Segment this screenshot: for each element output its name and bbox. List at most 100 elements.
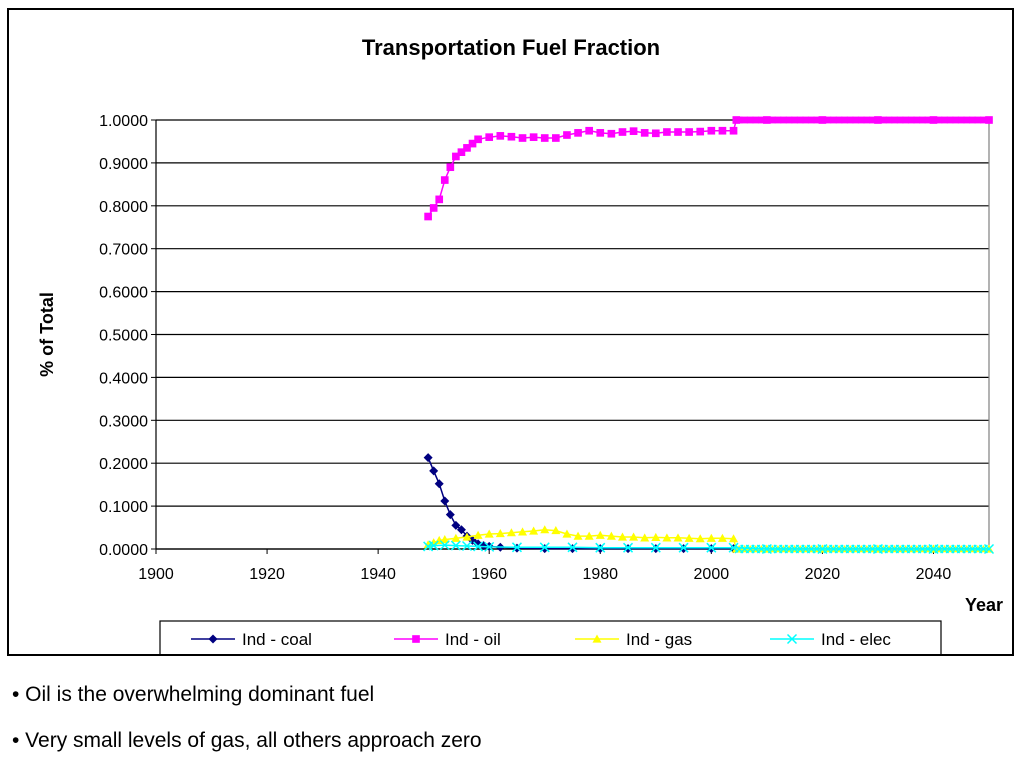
data-point-ind-oil	[435, 195, 444, 204]
data-point-ind-oil	[819, 116, 826, 124]
data-point-ind-gas	[529, 526, 539, 535]
data-point-ind-oil	[780, 116, 787, 124]
data-point-ind-oil	[707, 126, 716, 135]
data-point-ind-oil	[846, 116, 854, 124]
data-point-ind-oil	[968, 116, 976, 124]
data-point-ind-oil	[763, 116, 771, 124]
data-point-ind-gas	[629, 532, 639, 541]
series-line-ind-coal	[427, 457, 734, 550]
y-tick-label: 0.4000	[99, 370, 148, 387]
data-point-ind-oil	[474, 135, 482, 144]
x-tick-label: 1920	[249, 566, 285, 583]
data-point-ind-oil	[552, 134, 560, 142]
data-point-ind-oil	[980, 116, 987, 124]
data-point-ind-gas	[584, 531, 594, 540]
data-point-ind-gas	[662, 533, 672, 542]
data-point-ind-gas	[462, 532, 472, 541]
y-tick-label: 0.2000	[99, 456, 148, 473]
x-tick-label: 1960	[471, 566, 507, 583]
data-point-ind-oil	[452, 152, 460, 161]
data-point-ind-oil	[863, 116, 871, 124]
data-point-ind-oil	[918, 116, 926, 124]
bullet-item: • Oil is the overwhelming dominant fuel	[12, 683, 375, 706]
data-point-ind-coal	[434, 479, 444, 489]
data-point-ind-elec	[539, 542, 550, 553]
data-point-ind-oil	[563, 131, 571, 139]
data-point-ind-gas	[540, 525, 550, 534]
data-point-ind-coal	[568, 544, 577, 554]
data-point-ind-elec	[678, 542, 689, 553]
data-point-ind-elec	[439, 540, 450, 551]
data-point-ind-oil	[674, 128, 682, 136]
data-point-ind-oil	[852, 116, 860, 124]
data-point-ind-oil	[824, 116, 832, 124]
data-point-ind-gas	[706, 533, 716, 542]
legend-label-ind-gas: Ind - gas	[626, 630, 692, 649]
data-point-ind-oil	[741, 116, 749, 124]
data-point-ind-oil	[880, 116, 887, 124]
data-point-ind-oil	[935, 116, 943, 124]
data-point-ind-gas	[640, 533, 650, 542]
y-tick-label: 0.9000	[99, 156, 148, 173]
x-tick-label: 2040	[916, 566, 952, 583]
x-tick-label: 1900	[138, 566, 174, 583]
data-point-ind-coal	[456, 525, 466, 535]
data-point-ind-oil	[835, 116, 843, 124]
y-tick-label: 0.5000	[99, 328, 148, 345]
legend-marker-ind-gas	[592, 634, 602, 643]
data-point-ind-gas	[617, 532, 627, 541]
data-point-ind-gas	[651, 532, 661, 542]
data-point-ind-gas	[684, 533, 694, 542]
data-point-ind-oil	[540, 134, 549, 142]
data-point-ind-elec	[473, 541, 484, 552]
data-point-ind-elec	[450, 540, 461, 551]
data-point-ind-oil	[529, 133, 538, 141]
y-tick-label: 0.3000	[99, 413, 148, 430]
data-point-ind-oil	[796, 116, 804, 124]
data-point-ind-oil	[791, 116, 799, 124]
data-point-ind-gas	[717, 533, 727, 542]
data-point-ind-coal	[451, 520, 461, 530]
data-point-ind-oil	[924, 116, 932, 124]
data-point-ind-oil	[446, 163, 455, 172]
data-point-ind-oil	[902, 116, 910, 124]
data-point-ind-gas	[440, 535, 450, 544]
data-point-ind-oil	[907, 116, 915, 124]
data-point-ind-elec	[595, 542, 606, 553]
data-point-ind-elec	[428, 540, 439, 551]
data-point-ind-oil	[813, 116, 821, 124]
data-point-ind-coal	[440, 496, 450, 506]
chart-title: Transportation Fuel Fraction	[362, 35, 660, 60]
chart-frame: Transportation Fuel Fraction 0.0000 0.1000…	[7, 8, 1014, 656]
data-point-ind-oil	[946, 116, 954, 124]
data-point-ind-oil	[440, 176, 449, 184]
data-point-ind-oil	[974, 116, 982, 124]
data-point-ind-gas	[551, 526, 561, 535]
data-point-ind-elec	[706, 542, 717, 553]
y-tick-label: 0.1000	[99, 499, 148, 516]
data-point-ind-gas	[695, 534, 705, 543]
data-point-ind-elec	[461, 540, 473, 552]
data-point-ind-coal	[423, 453, 433, 463]
data-point-ind-elec	[511, 542, 522, 553]
data-point-ind-coal	[540, 544, 550, 554]
x-tick-label: 2020	[805, 566, 841, 583]
data-point-ind-oil	[729, 126, 738, 135]
bullet-item: • Very small levels of gas, all others a…	[12, 729, 482, 752]
data-point-ind-oil	[463, 144, 471, 152]
data-point-ind-oil	[629, 127, 638, 135]
data-point-ind-gas	[518, 527, 528, 536]
legend-label-ind-elec: Ind - elec	[821, 630, 891, 649]
x-tick-label: 2000	[694, 566, 730, 583]
data-point-ind-oil	[774, 116, 782, 124]
data-point-ind-oil	[807, 116, 815, 124]
data-point-ind-oil	[607, 129, 616, 138]
data-point-ind-oil	[485, 133, 494, 141]
legend-marker-ind-elec	[786, 633, 798, 645]
data-point-ind-coal	[445, 510, 455, 520]
data-point-ind-oil	[757, 116, 765, 124]
data-point-ind-coal	[429, 466, 439, 476]
data-point-ind-oil	[596, 129, 605, 137]
data-point-ind-gas	[484, 529, 494, 538]
data-point-ind-elec	[650, 542, 661, 553]
